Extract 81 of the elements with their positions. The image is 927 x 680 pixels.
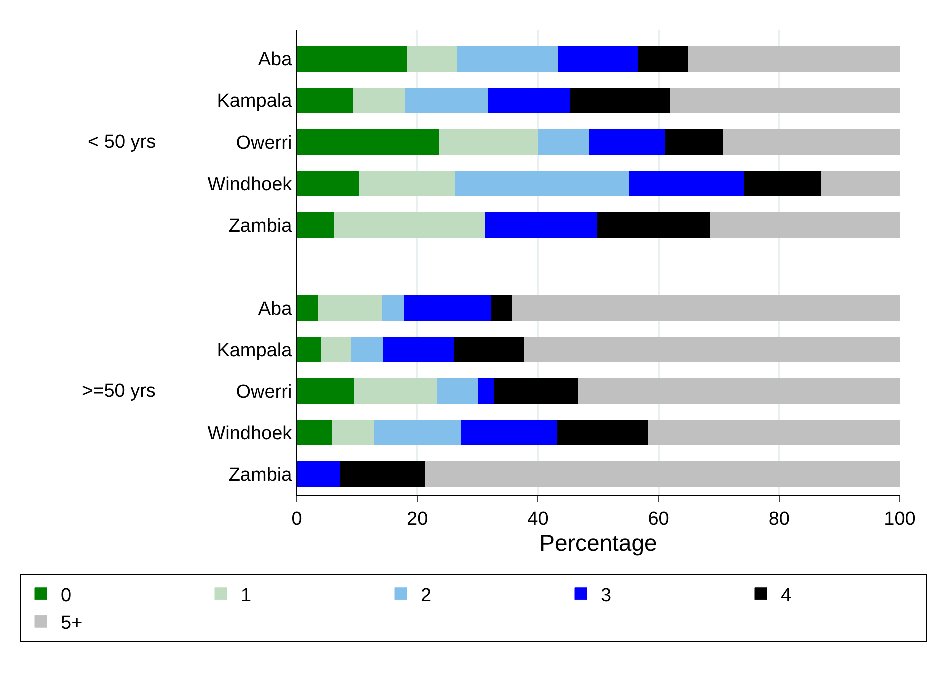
bar	[358, 170, 456, 196]
x-axis-title: Percentage	[540, 530, 658, 556]
y-tick-label: Kampala	[217, 91, 293, 112]
bar	[321, 336, 352, 362]
bar	[384, 336, 456, 362]
bar	[334, 212, 486, 238]
bar	[437, 378, 479, 404]
y-tick-label: Aba	[258, 50, 293, 71]
bar	[352, 88, 406, 114]
bar	[630, 170, 745, 196]
bar	[297, 378, 355, 404]
y-tick-label: Owerri	[236, 382, 292, 403]
bar	[297, 212, 336, 238]
legend-label: 5+	[61, 613, 83, 634]
bar	[340, 462, 426, 487]
bar	[488, 88, 572, 114]
bar	[648, 420, 900, 446]
bar	[297, 46, 408, 72]
bar	[557, 420, 649, 446]
bar	[478, 378, 496, 404]
y-tick-label: Owerri	[236, 132, 292, 154]
bar	[484, 212, 598, 238]
bar	[425, 462, 900, 487]
y-tick-label: Zambia	[228, 464, 293, 486]
x-tick-label: 20	[407, 508, 428, 530]
legend-label: 2	[421, 585, 432, 606]
x-tick-label: 80	[768, 508, 790, 530]
bar	[688, 46, 900, 72]
y-tick-label: Windhoek	[208, 423, 293, 444]
bar	[494, 378, 578, 404]
bar	[332, 420, 376, 446]
bar	[374, 420, 462, 446]
bar	[404, 295, 492, 321]
bar	[820, 170, 900, 196]
bar	[710, 212, 900, 238]
bar	[405, 88, 489, 114]
legend-label: 3	[601, 585, 612, 606]
bar	[297, 170, 360, 196]
bar	[724, 129, 900, 155]
bar	[490, 295, 513, 321]
x-tick-label: 0	[292, 508, 302, 530]
bar	[665, 129, 724, 155]
bar	[455, 170, 630, 196]
bar	[558, 46, 640, 72]
bar	[351, 336, 384, 362]
x-tick-label: 100	[884, 508, 916, 530]
bar	[297, 420, 333, 446]
bar	[297, 88, 354, 114]
bar	[512, 295, 900, 321]
bar	[382, 295, 405, 321]
bar	[354, 378, 438, 404]
legend-label: 1	[241, 585, 252, 606]
bar	[457, 46, 558, 72]
bar	[570, 88, 672, 114]
bar	[589, 129, 666, 155]
bar	[638, 46, 689, 72]
legend-label: 0	[61, 585, 72, 606]
bar	[297, 129, 440, 155]
bar	[297, 295, 319, 321]
bar	[578, 378, 900, 404]
bar	[670, 88, 900, 114]
text: < 50 yrs	[88, 132, 156, 153]
text: >=50 yrs	[82, 381, 156, 402]
bar	[454, 336, 526, 362]
y-tick-label: Windhoek	[208, 174, 293, 196]
bar	[407, 46, 458, 72]
y-tick-label: Kampala	[217, 340, 293, 362]
x-tick-label: 60	[648, 508, 670, 530]
y-tick-label: Zambia	[228, 216, 293, 237]
x-tick-label: 40	[528, 508, 549, 530]
bar	[524, 336, 900, 362]
legend-label: 4	[781, 585, 792, 606]
y-tick-label: Aba	[258, 298, 293, 320]
bar	[460, 420, 558, 446]
bar	[744, 170, 822, 196]
bar	[439, 129, 540, 155]
bar	[318, 295, 383, 321]
bar	[598, 212, 711, 238]
bar	[297, 462, 341, 487]
bar	[297, 336, 322, 362]
bar	[538, 129, 590, 155]
